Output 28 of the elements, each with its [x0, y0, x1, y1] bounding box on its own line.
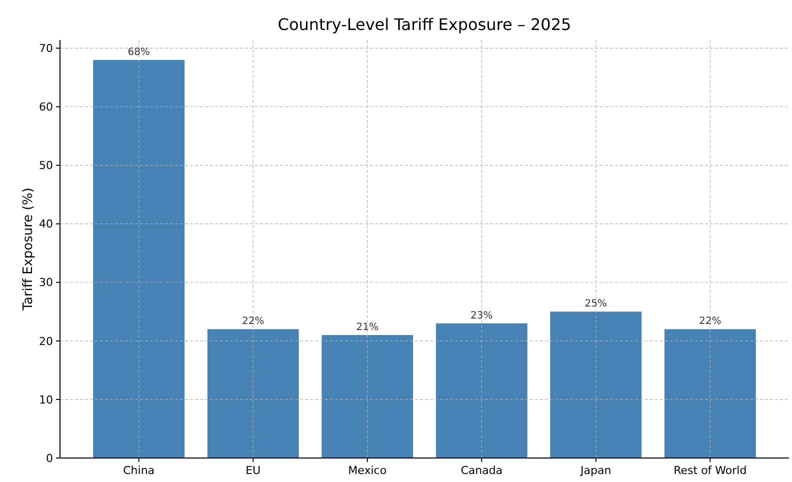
bar — [322, 335, 414, 458]
data-label: 23% — [470, 310, 493, 322]
y-axis-title: Tariff Exposure (%) — [21, 188, 36, 312]
y-tick-label: 70 — [39, 42, 53, 56]
x-tick-label: EU — [246, 464, 261, 477]
data-label: 68% — [128, 46, 150, 58]
data-label: 21% — [356, 322, 378, 334]
x-tick-label: Rest of World — [674, 464, 747, 477]
y-tick-label: 50 — [39, 159, 53, 172]
bar — [93, 60, 185, 458]
y-tick-label: 10 — [39, 393, 53, 406]
data-label: 22% — [699, 316, 722, 328]
y-tick-label: 30 — [39, 276, 53, 290]
x-tick-label: China — [123, 464, 155, 477]
bar — [550, 312, 642, 458]
y-tick-label: 20 — [39, 334, 53, 348]
bar — [207, 329, 299, 458]
y-tick-label: 60 — [39, 100, 53, 114]
y-tick-label: 40 — [39, 218, 53, 231]
bar — [664, 329, 756, 458]
bar — [436, 323, 528, 458]
x-tick-label: Mexico — [348, 464, 387, 477]
chart-title: Country-Level Tariff Exposure – 2025 — [278, 15, 572, 34]
x-tick-label: Japan — [580, 464, 612, 477]
data-label: 25% — [584, 298, 608, 310]
x-tick-label: Canada — [460, 464, 503, 477]
y-tick-label: 0 — [46, 452, 53, 465]
data-label: 22% — [242, 316, 264, 328]
